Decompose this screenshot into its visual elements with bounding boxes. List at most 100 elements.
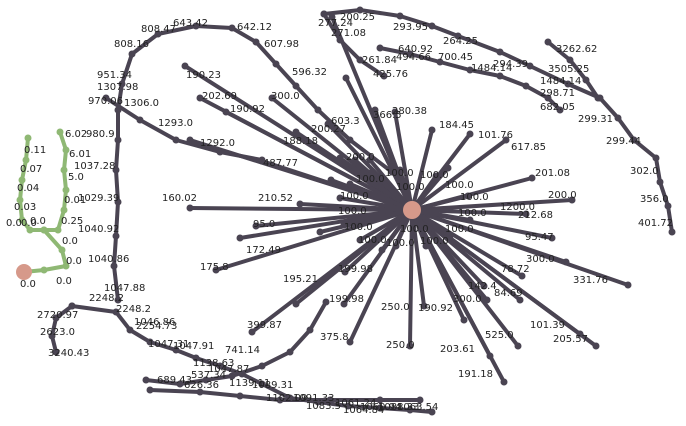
edge-label: 280.38 (392, 106, 427, 117)
chain-node (176, 380, 184, 388)
chain-node (306, 326, 314, 334)
arc-node (114, 296, 122, 304)
arc-node (154, 30, 162, 38)
chain-node (258, 362, 266, 370)
edge-label: 6.02 (65, 129, 87, 140)
arc-node (118, 80, 126, 88)
star-node (336, 194, 344, 202)
star-node (548, 234, 556, 242)
chain-node (344, 402, 352, 410)
star-node (222, 108, 230, 116)
edge-label: 1046.86 (134, 317, 175, 328)
arc-node (114, 198, 122, 206)
arc-edge (430, 24, 460, 38)
arc-edge (598, 96, 620, 120)
edge-label: 1061.24 (335, 398, 376, 409)
edge-label: 200.25 (340, 12, 375, 23)
arc-node (172, 136, 180, 144)
edge-label: 1292.0 (200, 138, 235, 149)
green-node (24, 134, 32, 142)
nodes (16, 6, 676, 416)
arc-node (388, 168, 396, 176)
arc-edge (658, 180, 670, 208)
green-node (26, 226, 34, 234)
chain-edge (240, 372, 264, 386)
arc-node (292, 82, 300, 90)
star-edge (410, 208, 472, 222)
star-node (212, 266, 220, 274)
edge-label: 299.44 (606, 136, 641, 147)
star-node (432, 172, 440, 180)
arc-edge (194, 24, 234, 30)
edge-label: 0.0 (66, 256, 82, 267)
edge-label: 1029.39 (78, 193, 119, 204)
arc-node (258, 156, 266, 164)
arc-node (112, 166, 120, 174)
edge-label: 1083.5 (306, 401, 341, 412)
chain-edge (238, 394, 282, 402)
edge-label: 0.11 (24, 145, 46, 156)
edge-label: 100.0 (460, 192, 489, 203)
edge-label: 294.39 (493, 59, 528, 70)
star-node (406, 342, 414, 350)
edge-label: 689.43 (157, 375, 192, 386)
arc-node (566, 56, 574, 64)
edge-label: 640.92 (398, 44, 433, 55)
chain-node (192, 354, 200, 362)
star-node (396, 166, 404, 174)
chain-node (238, 370, 246, 378)
star-node (486, 352, 494, 360)
edge-label: 300.0 (453, 294, 482, 305)
edge-label: 261.84 (362, 55, 397, 66)
star-edge (410, 208, 520, 348)
star-node (391, 108, 399, 116)
edge-label: 0.0 (20, 279, 36, 290)
edge-label: 399.87 (247, 320, 282, 331)
chain-node (314, 398, 322, 406)
arc-edge (156, 24, 198, 36)
edge-label: 2248.2 (89, 293, 124, 304)
arc-node (556, 106, 564, 114)
star-node (518, 272, 526, 280)
chain-node (258, 380, 266, 388)
arc-node (582, 76, 590, 84)
green-edge (42, 228, 64, 252)
chain-edge (144, 378, 182, 386)
chain-edge (148, 340, 178, 352)
chain-node (276, 396, 284, 404)
chain-node (428, 408, 436, 416)
edge-label: 2720.97 (37, 310, 78, 321)
edge-label: 700.45 (438, 52, 473, 63)
chain-edge (260, 382, 292, 400)
star-node (340, 300, 348, 308)
arc-edge (468, 68, 502, 78)
chain-edge (174, 348, 198, 360)
arc-node (114, 106, 122, 114)
arc-node (228, 24, 236, 32)
star-edge (410, 128, 434, 212)
arc-node (544, 94, 552, 102)
arc-edge (408, 52, 442, 64)
edge-label: 190.92 (418, 303, 453, 314)
arc-edge (398, 14, 434, 28)
hub-node (403, 201, 421, 219)
arc-node (314, 106, 322, 114)
chain-node (286, 348, 294, 356)
chain-node (52, 348, 60, 356)
root-node (16, 264, 32, 280)
edge-label: 250.0 (386, 340, 415, 351)
edge-label: 607.98 (264, 39, 299, 50)
star-node (422, 242, 430, 250)
arc-node (652, 154, 660, 162)
chain-edge (308, 300, 328, 332)
green-node (56, 128, 64, 136)
edge-label: 366.5 (373, 110, 402, 121)
edge-label: 84.69 (494, 288, 523, 299)
chain-node (68, 302, 76, 310)
edge-label: 626.36 (184, 380, 219, 391)
edge-label: 741.14 (225, 345, 260, 356)
edge-label: 0.0 (21, 218, 37, 229)
edge-label: 1047.87 (208, 364, 249, 375)
arc-node (656, 178, 664, 186)
edge-label: 596.32 (292, 67, 327, 78)
